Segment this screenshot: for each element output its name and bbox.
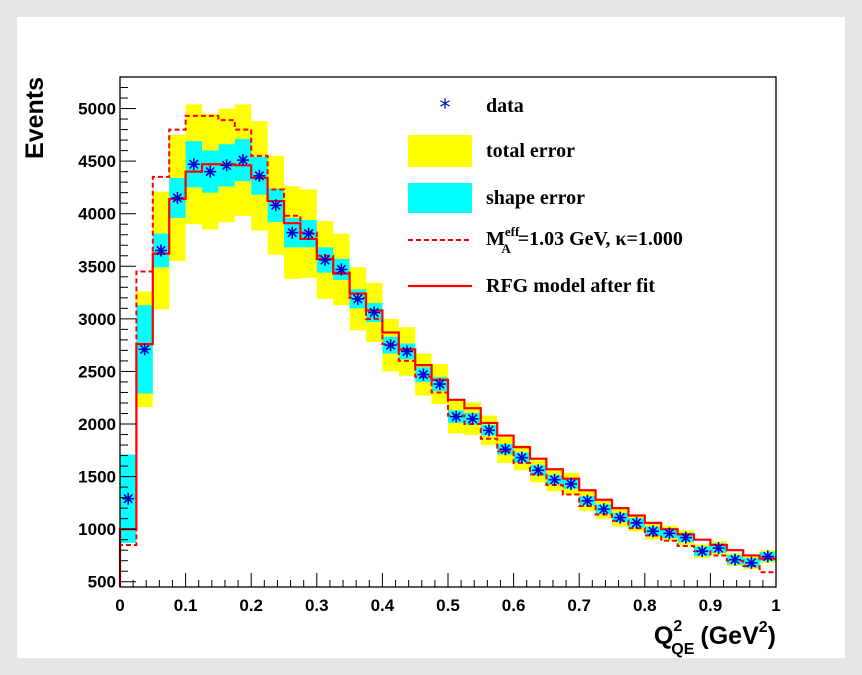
x-tick-label: 0.2 xyxy=(239,596,263,615)
y-tick-labels: 500 1000 1500 2000 2500 3000 3500 4000 4500 5000 xyxy=(78,100,116,592)
y-tick-label: 2000 xyxy=(78,415,116,434)
x-tick-label: 0.7 xyxy=(567,596,591,615)
data-point xyxy=(581,494,594,507)
data-point xyxy=(237,154,249,167)
data-point xyxy=(138,343,151,356)
data-point xyxy=(122,492,135,505)
data-point xyxy=(696,545,709,558)
x-tick-labels: 0 0.1 0.2 0.3 0.4 0.5 0.6 0.7 0.8 0.9 1 xyxy=(115,596,780,615)
data-point xyxy=(630,516,643,529)
y-tick-label: 2500 xyxy=(78,362,116,381)
legend-shape-error-swatch xyxy=(408,183,472,213)
x-tick-label: 1 xyxy=(771,596,780,615)
data-point xyxy=(204,165,217,178)
data-point xyxy=(368,306,381,319)
data-point xyxy=(155,244,167,257)
axis-ticks xyxy=(119,87,777,587)
data-point xyxy=(302,227,315,240)
x-tick-label: 0.6 xyxy=(502,596,526,615)
model-solid-line xyxy=(118,163,776,587)
data-point xyxy=(319,253,331,266)
legend-total-error-label: total error xyxy=(486,140,575,162)
data-point xyxy=(335,263,348,276)
data-point xyxy=(745,556,758,569)
y-tick-label: 4000 xyxy=(78,205,116,224)
data-point xyxy=(761,550,774,563)
data-point xyxy=(712,542,725,555)
y-tick-label: 3000 xyxy=(78,310,116,329)
data-markers xyxy=(122,154,774,569)
data-point xyxy=(384,339,397,352)
legend-data-label: data xyxy=(486,95,524,117)
x-tick-label: 0.1 xyxy=(174,596,198,615)
y-tick-label: 1000 xyxy=(78,520,116,539)
y-tick-label: 500 xyxy=(88,573,116,592)
data-point xyxy=(253,169,266,182)
data-point xyxy=(515,451,528,464)
histogram-plot: 0 0.1 0.2 0.3 0.4 0.5 0.6 0.7 0.8 0.9 1 500 1000 150… xyxy=(21,76,781,658)
data-point xyxy=(499,443,512,456)
data-point xyxy=(483,424,495,437)
data-point xyxy=(286,226,299,239)
data-point xyxy=(548,473,561,486)
y-tick-label: 1500 xyxy=(78,468,116,487)
y-tick-label: 5000 xyxy=(78,100,116,119)
x-tick-label: 0.5 xyxy=(436,596,460,615)
data-point xyxy=(401,345,413,358)
x-axis-title: Q2 QE (GeV2) xyxy=(654,618,776,658)
data-point xyxy=(433,378,446,391)
data-point xyxy=(597,503,610,516)
data-point xyxy=(171,191,184,204)
data-point xyxy=(565,477,577,490)
data-point xyxy=(614,511,627,524)
data-point xyxy=(466,412,479,425)
x-tick-label: 0.3 xyxy=(305,596,329,615)
data-point xyxy=(663,527,676,540)
y-tick-label: 4500 xyxy=(78,152,116,171)
legend-dashed-label: Meff A =1.03 GeV, κ=1.000 xyxy=(486,224,683,256)
x-tick-label: 0.9 xyxy=(699,596,723,615)
data-point xyxy=(532,464,545,477)
legend-shape-error-label: shape error xyxy=(486,187,585,209)
x-tick-label: 0.4 xyxy=(371,596,395,615)
data-point xyxy=(729,553,741,566)
data-point xyxy=(647,525,659,538)
x-tick-label: 0.8 xyxy=(633,596,657,615)
y-tick-label: 3500 xyxy=(78,257,116,276)
legend-data-marker: * xyxy=(440,96,451,121)
data-point xyxy=(269,199,282,212)
y-axis-title: Events xyxy=(21,77,49,159)
legend-solid-label: RFG model after fit xyxy=(486,275,655,297)
legend-total-error-swatch xyxy=(408,135,472,167)
model-dashed-line xyxy=(119,114,776,587)
data-point xyxy=(351,292,364,305)
data-point xyxy=(220,159,233,172)
data-point xyxy=(187,158,200,171)
legend: * data total error shape error Meff A =1.0… xyxy=(408,95,683,297)
data-point xyxy=(679,531,692,544)
data-point xyxy=(450,410,463,423)
data-point xyxy=(417,368,430,381)
plot-canvas: 0 0.1 0.2 0.3 0.4 0.5 0.6 0.7 0.8 0.9 1 500 1000 150… xyxy=(17,17,845,658)
x-tick-label: 0 xyxy=(115,596,124,615)
